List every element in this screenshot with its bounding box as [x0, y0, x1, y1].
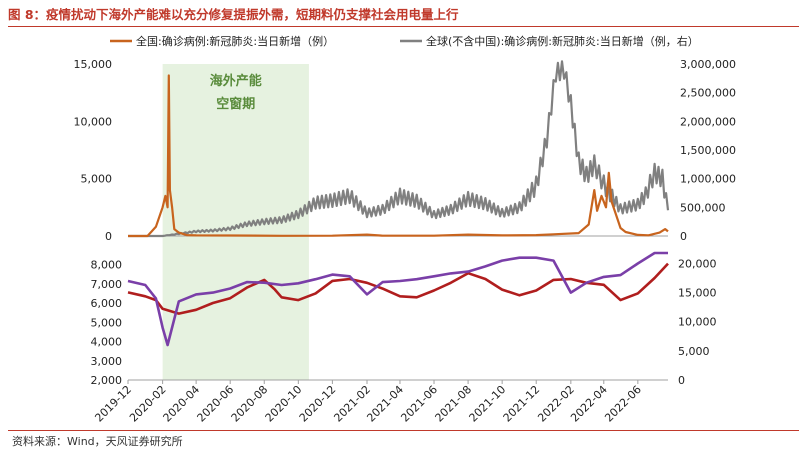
bottom-left-tick-label-4: 6,000: [91, 297, 123, 310]
bottom-left-tick-label-6: 8,000: [91, 259, 123, 272]
top-right-tick-label-0: 0: [680, 230, 687, 243]
annotation-line-1: 海外产能: [210, 73, 262, 89]
bottom-left-tick-label-0: 2,000: [91, 374, 123, 387]
bottom-left-tick-label-5: 7,000: [91, 278, 123, 291]
top-right-tick-label-2: 1,000,000: [680, 173, 736, 186]
shaded-period: [162, 64, 309, 380]
x-axis: 2019-122020-022020-042020-062020-082020-…: [92, 380, 644, 425]
top-left-tick-label-3: 15,000: [74, 58, 113, 71]
x-tick-label-5: 2020-10: [263, 383, 305, 425]
bottom-right-tick-label-4: 20,000: [678, 257, 717, 270]
x-tick-label-6: 2020-12: [297, 383, 339, 425]
top-left-tick-label-1: 5,000: [81, 173, 113, 186]
bottom-right-tick-label-2: 10,000: [678, 316, 717, 329]
top-left-tick-label-0: 0: [105, 230, 112, 243]
x-tick-label-9: 2021-06: [398, 383, 440, 425]
series-power: [127, 262, 669, 315]
annotation-line-2: 空窗期: [216, 96, 255, 112]
series-china-cases: [128, 74, 669, 238]
series-lines: [127, 60, 670, 347]
title-rule: [8, 26, 799, 27]
top-right-tick-label-1: 500,000: [680, 201, 726, 214]
bottom-left-tick-label-3: 5,000: [91, 316, 123, 329]
x-tick-label-8: 2021-04: [364, 383, 406, 425]
x-tick-label-15: 2022-06: [602, 383, 644, 425]
x-tick-label-0: 2019-12: [92, 383, 134, 425]
x-tick-label-2: 2020-04: [161, 383, 203, 425]
x-tick-label-14: 2022-04: [568, 383, 610, 425]
top-left-tick-label-2: 10,000: [74, 115, 113, 128]
x-tick-label-3: 2020-06: [195, 383, 237, 425]
bottom-left-tick-label-1: 3,000: [91, 355, 123, 368]
legend-label-china: 全国:确诊病例:新冠肺炎:当日新增（例）: [136, 34, 334, 48]
top-right-tick-label-4: 2,000,000: [680, 115, 736, 128]
source-note: 资料来源：Wind，天风证券研究所: [12, 435, 183, 448]
series-global-cases: [128, 60, 670, 238]
x-tick-label-10: 2021-08: [433, 383, 475, 425]
top-right-tick-label-3: 1,500,000: [680, 144, 736, 157]
series-export: [127, 251, 668, 347]
x-tick-label-4: 2020-08: [229, 383, 271, 425]
bottom-right-tick-label-3: 15,000: [678, 287, 717, 300]
bottom-left-tick-label-2: 4,000: [91, 336, 123, 349]
top-right-tick-label-5: 2,500,000: [680, 87, 736, 100]
chart-title: 图 8：疫情扰动下海外产能难以充分修复提振外需，短期料仍支撑社会用电量上行: [8, 7, 459, 22]
bottom-right-tick-label-0: 0: [678, 374, 685, 387]
bottom-right-tick-label-1: 5,000: [678, 345, 710, 358]
top-right-tick-label-6: 3,000,000: [680, 58, 736, 71]
source-rule: [8, 430, 799, 431]
bottom-panel-axes: 2,000 3,000 4,000 5,000 6,000 7,000 8,000 0 5,00…: [91, 257, 717, 387]
legend: 全国:确诊病例:新冠肺炎:当日新增（例） 全球(不含中国):确诊病例:新冠肺炎:…: [110, 34, 699, 48]
x-tick-label-12: 2021-12: [501, 383, 543, 425]
x-tick-label-11: 2021-10: [467, 383, 509, 425]
legend-label-global: 全球(不含中国):确诊病例:新冠肺炎:当日新增（例，右）: [426, 34, 699, 48]
